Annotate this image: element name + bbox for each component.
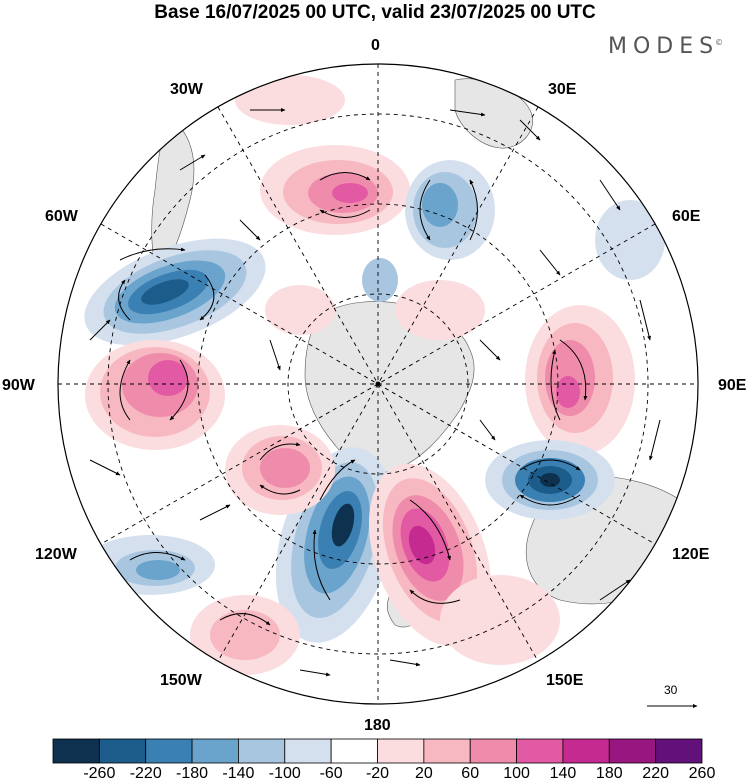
lon-label-60w: 60W	[45, 208, 78, 225]
colorbar-cell	[145, 738, 193, 764]
lon-label-180: 180	[364, 717, 391, 734]
lon-label-30w: 30W	[170, 81, 203, 98]
chart-title: Base 16/07/2025 00 UTC, valid 23/07/2025…	[154, 2, 596, 23]
lon-label-120w: 120W	[35, 546, 77, 563]
colorbar-cell	[238, 738, 286, 764]
south-pole-marker	[375, 381, 381, 387]
colorbar-cell	[423, 738, 471, 764]
colorbar-cell	[330, 738, 378, 764]
colorbar-tick-label: -20	[365, 765, 390, 782]
lon-label-150w: 150W	[160, 672, 202, 689]
colorbar-cell	[469, 738, 517, 764]
colorbar-tick-label: -140	[222, 765, 255, 782]
map-border	[57, 63, 699, 705]
colorbar-tick-label: -60	[319, 765, 343, 782]
logo-text: MODES	[608, 34, 720, 59]
colorbar-tick-label: 180	[595, 765, 623, 782]
lon-label-90w: 90W	[2, 377, 35, 394]
colorbar-tick-label: 140	[549, 765, 577, 782]
colorbar-tick-label: -220	[129, 765, 162, 782]
colorbar-tick-label: -100	[268, 765, 301, 782]
lon-label-60e: 60E	[672, 208, 701, 225]
reference-vector-label: 30	[664, 683, 678, 697]
colorbar-cell	[98, 738, 147, 764]
colorbar-tick-label: 20	[414, 765, 433, 782]
lon-label-30e: 30E	[548, 81, 577, 98]
colorbar-tick-label: 260	[688, 765, 716, 782]
modes-logo: MODES©	[608, 34, 727, 59]
colorbar-cell	[52, 738, 100, 764]
colorbar-cell	[655, 738, 703, 764]
colorbar-cell	[191, 738, 239, 764]
lon-label-150e: 150E	[546, 672, 584, 689]
colorbar-tick-label: -180	[176, 765, 209, 782]
colorbar-tick-label: 100	[503, 765, 530, 782]
colorbar-cell	[516, 738, 564, 764]
colorbar-tick-label: 220	[642, 765, 669, 782]
colorbar-cell	[377, 738, 425, 764]
colorbar-tick-label: 60	[461, 765, 480, 782]
lon-label-0: 0	[371, 37, 380, 54]
lon-label-120e: 120E	[672, 546, 710, 563]
colorbar-tick-label: -260	[83, 765, 116, 782]
colorbar-cell	[284, 738, 332, 764]
colorbar-cell	[562, 738, 610, 764]
lon-label-90e: 90E	[718, 377, 747, 394]
colorbar-cell	[608, 738, 657, 764]
logo-mark: ©	[715, 38, 724, 47]
